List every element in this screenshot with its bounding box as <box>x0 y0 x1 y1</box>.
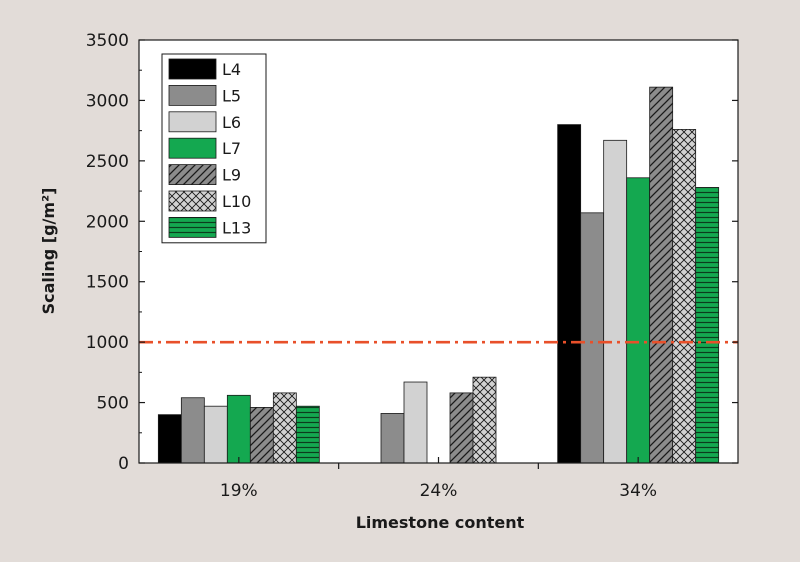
legend-swatch-l10 <box>168 190 217 212</box>
legend-label-l10: L10 <box>222 192 251 211</box>
bar-l10-1 <box>472 376 497 464</box>
x-tick-label: 34% <box>619 481 657 501</box>
y-tick-label: 2000 <box>86 212 129 232</box>
x-tick-label: 24% <box>420 481 458 501</box>
bar-l6-1 <box>403 381 428 464</box>
bar-l9-2 <box>649 86 674 464</box>
legend-swatch-l13 <box>168 216 217 238</box>
legend-label-l5: L5 <box>222 86 241 105</box>
legend-swatch-l6 <box>168 111 217 133</box>
legend: L4 L5 L6 L7 L9 L10 L13 <box>161 53 267 244</box>
y-tick-label: 3500 <box>86 31 129 51</box>
bar-l13-2 <box>695 187 720 464</box>
y-tick-label: 500 <box>97 394 129 414</box>
bar-l13-0 <box>295 405 320 464</box>
legend-swatch-l7 <box>168 137 217 159</box>
legend-label-l4: L4 <box>222 60 241 79</box>
bar-l5-2 <box>580 212 605 464</box>
y-tick-label: 1500 <box>86 273 129 293</box>
bar-l9-1 <box>449 392 474 464</box>
x-axis-title: Limestone content <box>356 513 525 532</box>
y-tick-label: 2500 <box>86 152 129 172</box>
legend-label-l13: L13 <box>222 218 251 237</box>
legend-swatch-l9 <box>168 164 217 186</box>
y-tick-label: 3000 <box>86 91 129 111</box>
bar-l6-0 <box>203 405 228 464</box>
bar-l10-2 <box>672 129 697 464</box>
legend-swatch-l4 <box>168 58 217 80</box>
bar-l5-1 <box>380 413 405 464</box>
bar-l7-0 <box>226 394 251 464</box>
y-axis-title: Scaling [g/m²] <box>39 188 58 315</box>
legend-swatch-l5 <box>168 85 217 106</box>
bar-l5-0 <box>180 397 205 464</box>
legend-label-l6: L6 <box>222 113 241 132</box>
y-tick-label: 0 <box>118 454 129 474</box>
y-tick-label: 1000 <box>86 333 129 353</box>
legend-label-l9: L9 <box>222 166 241 185</box>
bar-l6-2 <box>603 139 628 464</box>
bar-l9-0 <box>249 407 274 464</box>
bar-l7-2 <box>626 177 651 464</box>
x-axis: 19% 24% 34% <box>220 457 657 501</box>
x-tick-label: 19% <box>220 481 258 501</box>
bar-l4-0 <box>157 414 182 464</box>
bar-l10-0 <box>272 392 297 464</box>
bar-l4-2 <box>557 124 582 464</box>
y-axis: 0 500 1000 1500 2000 2500 3000 3500 <box>86 31 738 474</box>
legend-label-l7: L7 <box>222 139 241 158</box>
